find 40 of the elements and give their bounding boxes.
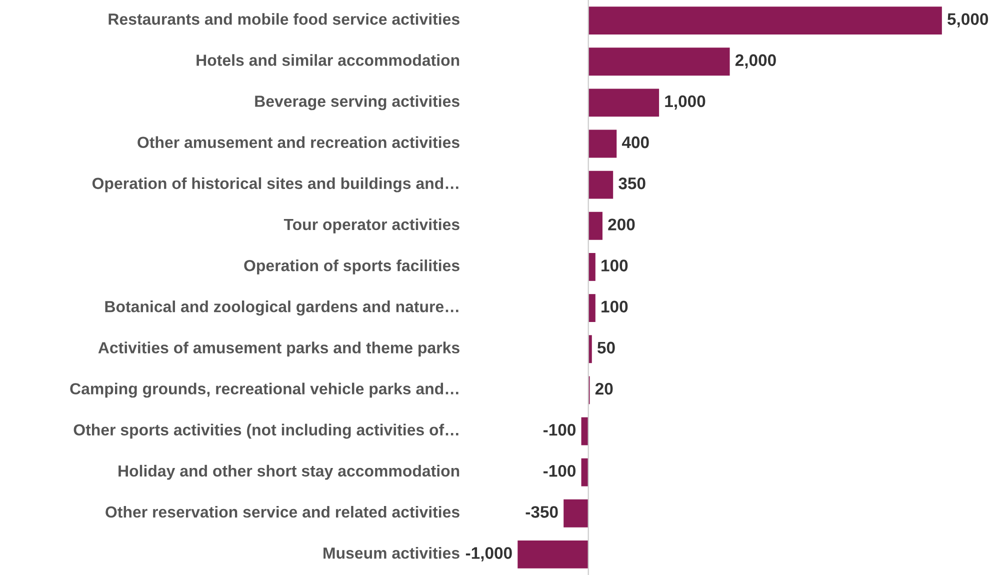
bar bbox=[588, 294, 596, 322]
y-tick-label: Tour operator activities bbox=[284, 218, 460, 234]
data-label: -100 bbox=[543, 464, 576, 477]
y-tick-label: Holiday and other short stay accommodation bbox=[118, 464, 460, 480]
data-label: 1,000 bbox=[665, 95, 706, 110]
bar bbox=[581, 458, 588, 486]
bar bbox=[518, 540, 588, 568]
y-tick-label: Restaurants and mobile food service activities bbox=[108, 13, 460, 25]
y-tick-label: Camping grounds, recreational vehicle parks and… bbox=[70, 382, 458, 398]
y-tick-label: Other amusement and recreation activities bbox=[138, 136, 460, 148]
y-tick-label: Operation of sports facilities bbox=[244, 260, 460, 274]
y-tick-label: Other sports activities (not including activities of… bbox=[74, 424, 458, 439]
bar bbox=[588, 48, 730, 76]
data-label: 100 bbox=[602, 260, 628, 272]
data-label: 400 bbox=[622, 136, 649, 148]
bar bbox=[588, 6, 942, 34]
y-tick-label: Other reservation service and related activities bbox=[106, 506, 460, 518]
data-label: -1,000 bbox=[466, 547, 512, 562]
data-label: 350 bbox=[618, 177, 646, 190]
data-label: 5,000 bbox=[948, 13, 988, 28]
y-tick-label: Beverage serving activities bbox=[255, 95, 460, 110]
bar bbox=[588, 170, 614, 199]
bar bbox=[588, 212, 602, 240]
data-label: 50 bbox=[597, 342, 615, 354]
data-label: 2,000 bbox=[735, 54, 776, 68]
y-tick-label: Hotels and similar accommodation bbox=[196, 54, 460, 66]
y-tick-label: Operation of historical sites and buildings and… bbox=[92, 177, 458, 192]
data-label: -100 bbox=[543, 424, 576, 436]
bar bbox=[588, 253, 596, 281]
y-tick-label: Botanical and zoological gardens and nature… bbox=[105, 300, 458, 316]
bar bbox=[588, 130, 617, 158]
data-label: 200 bbox=[608, 218, 635, 230]
bar bbox=[588, 88, 660, 117]
y-tick-label: Museum activities bbox=[324, 547, 460, 559]
bar bbox=[564, 499, 588, 528]
data-label: 20 bbox=[595, 382, 613, 395]
y-tick-label: Activities of amusement parks and theme parks bbox=[98, 342, 460, 357]
data-label: 100 bbox=[602, 300, 628, 313]
bar bbox=[581, 417, 588, 446]
data-label: -350 bbox=[526, 506, 558, 518]
